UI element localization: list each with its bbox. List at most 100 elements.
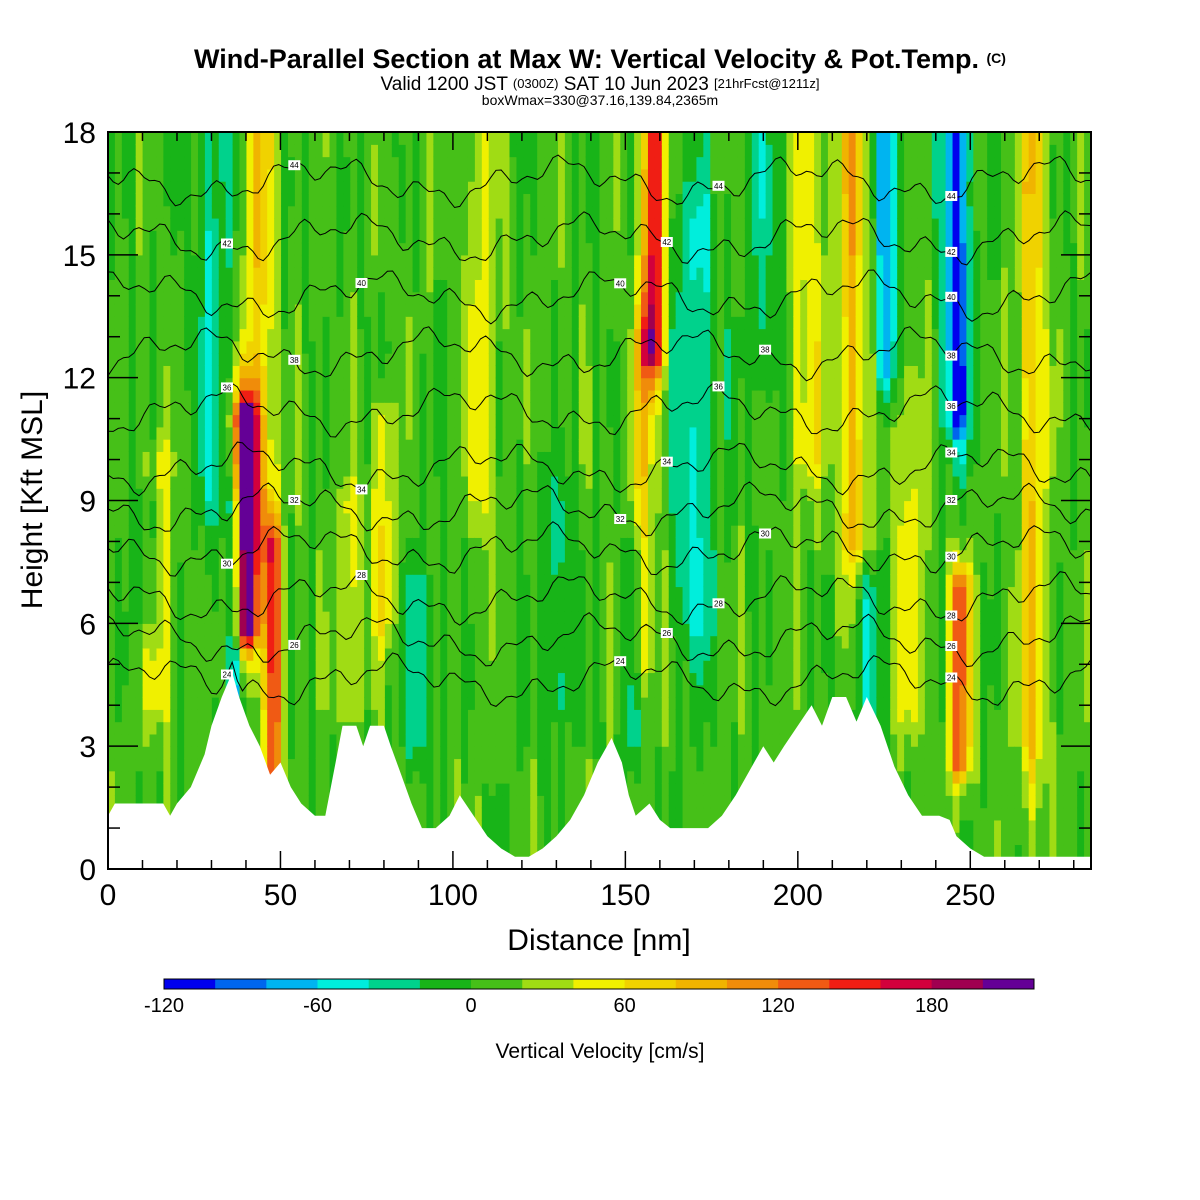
velocity-cell	[661, 647, 670, 661]
velocity-cell	[627, 144, 635, 158]
velocity-cell	[149, 205, 158, 219]
velocity-cell	[578, 770, 587, 784]
velocity-cell	[384, 697, 393, 710]
velocity-cell	[509, 549, 518, 563]
velocity-cell	[197, 561, 206, 575]
velocity-cell	[204, 353, 213, 366]
velocity-cell	[481, 365, 490, 379]
velocity-cell	[544, 783, 552, 796]
velocity-cell	[578, 242, 587, 256]
velocity-cell	[523, 795, 531, 809]
velocity-cell	[551, 500, 559, 514]
velocity-cell	[287, 672, 296, 686]
velocity-cell	[551, 353, 559, 366]
velocity-cell	[377, 512, 386, 526]
velocity-cell	[149, 561, 158, 575]
velocity-cell	[287, 144, 296, 158]
velocity-cell	[551, 156, 559, 170]
velocity-cell	[218, 611, 227, 624]
velocity-cell	[516, 463, 524, 477]
velocity-cell	[412, 279, 421, 293]
velocity-cell	[433, 733, 441, 747]
velocity-cell	[537, 488, 545, 502]
velocity-cell	[668, 475, 677, 489]
velocity-cell	[647, 242, 656, 256]
velocity-cell	[204, 439, 213, 452]
velocity-cell	[440, 193, 448, 207]
velocity-cell	[177, 316, 185, 330]
velocity-cell	[246, 561, 254, 575]
velocity-cell	[114, 205, 123, 219]
velocity-cell	[461, 316, 469, 330]
velocity-cell	[253, 475, 261, 489]
velocity-cell	[668, 402, 677, 416]
velocity-cell	[481, 353, 490, 366]
velocity-cell	[211, 279, 220, 293]
velocity-cell	[551, 807, 559, 821]
velocity-cell	[675, 475, 684, 489]
velocity-cell	[281, 132, 289, 145]
velocity-cell	[322, 463, 331, 477]
velocity-cell	[461, 279, 469, 293]
velocity-cell	[281, 316, 289, 330]
velocity-cell	[495, 721, 504, 735]
velocity-cell	[599, 635, 608, 649]
velocity-cell	[495, 279, 504, 293]
velocity-cell	[571, 598, 580, 612]
velocity-cell	[232, 660, 241, 674]
velocity-cell	[592, 168, 601, 182]
velocity-cell	[530, 660, 538, 674]
velocity-cell	[551, 291, 559, 305]
velocity-cell	[377, 684, 386, 698]
velocity-cell	[398, 267, 407, 280]
velocity-cell	[516, 574, 524, 588]
velocity-cell	[260, 389, 268, 403]
velocity-cell	[398, 144, 407, 158]
velocity-cell	[606, 598, 614, 612]
velocity-cell	[433, 426, 441, 440]
velocity-cell	[461, 426, 469, 440]
velocity-cell	[537, 168, 545, 182]
velocity-cell	[544, 132, 552, 145]
velocity-cell	[440, 242, 448, 256]
velocity-cell	[336, 340, 344, 354]
velocity-cell	[108, 168, 116, 182]
velocity-cell	[391, 672, 400, 686]
velocity-cell	[419, 340, 428, 354]
velocity-cell	[537, 758, 545, 772]
velocity-cell	[322, 598, 331, 612]
velocity-cell	[350, 291, 358, 305]
velocity-cell	[419, 328, 428, 342]
velocity-cell	[620, 328, 628, 342]
velocity-cell	[377, 291, 386, 305]
velocity-cell	[308, 267, 317, 280]
velocity-cell	[149, 525, 158, 538]
velocity-cell	[571, 205, 580, 219]
velocity-cell	[315, 795, 324, 809]
velocity-cell	[287, 623, 296, 637]
velocity-cell	[350, 144, 358, 158]
velocity-cell	[606, 721, 614, 735]
velocity-cell	[135, 512, 144, 526]
velocity-cell	[461, 144, 469, 158]
velocity-cell	[246, 672, 254, 686]
velocity-cell	[488, 758, 497, 772]
velocity-cell	[675, 205, 684, 219]
velocity-cell	[135, 697, 144, 710]
velocity-cell	[191, 586, 199, 600]
velocity-cell	[163, 144, 171, 158]
velocity-cell	[184, 168, 192, 182]
velocity-cell	[544, 181, 552, 195]
velocity-cell	[557, 365, 566, 379]
velocity-cell	[246, 623, 254, 637]
velocity-cell	[474, 242, 483, 256]
velocity-cell	[634, 475, 642, 489]
velocity-cell	[239, 475, 248, 489]
velocity-cell	[537, 684, 545, 698]
velocity-cell	[682, 819, 691, 833]
velocity-cell	[204, 205, 213, 219]
velocity-cell	[474, 193, 483, 207]
velocity-cell	[585, 697, 594, 710]
velocity-cell	[197, 230, 206, 244]
velocity-cell	[641, 205, 649, 219]
